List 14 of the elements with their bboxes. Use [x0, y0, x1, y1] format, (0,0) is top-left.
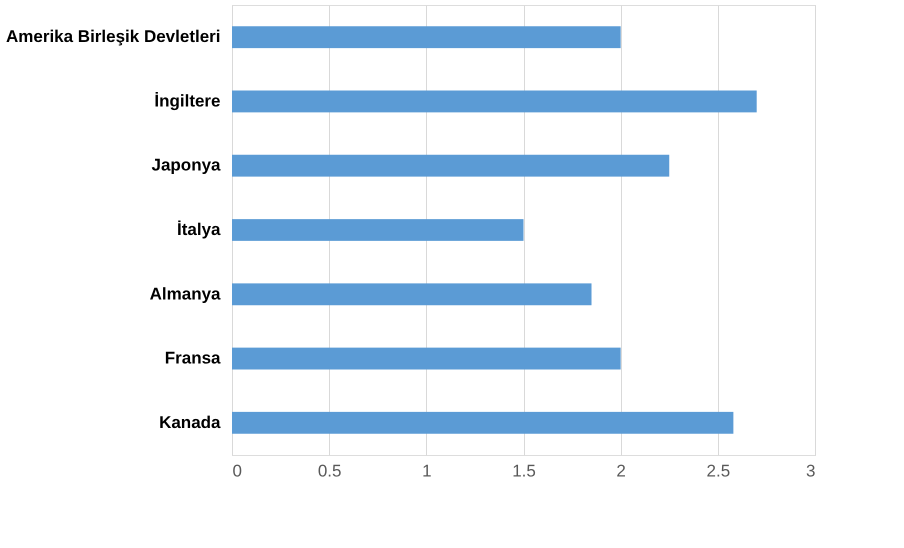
x-tick-label: 1.5 [512, 462, 536, 480]
x-tick-label: 0.5 [318, 462, 342, 480]
x-tick-label: 3 [806, 462, 816, 480]
x-tick-label: 1 [422, 462, 432, 480]
x-tick-label: 2.5 [706, 462, 730, 480]
y-tick-label: Almanya [150, 284, 222, 304]
y-tick-label: Kanada [159, 412, 222, 432]
y-tick-label: Japonya [152, 156, 222, 175]
y-tick-label: Fransa [164, 348, 222, 368]
y-tick-label: Amerika Birleşik Devletleri [6, 27, 220, 46]
y-tick-label: İtalya [177, 220, 222, 239]
x-tick-label: 2 [616, 462, 626, 480]
x-tick-label: 0 [232, 462, 242, 480]
y-tick-label: İngiltere [154, 91, 220, 110]
